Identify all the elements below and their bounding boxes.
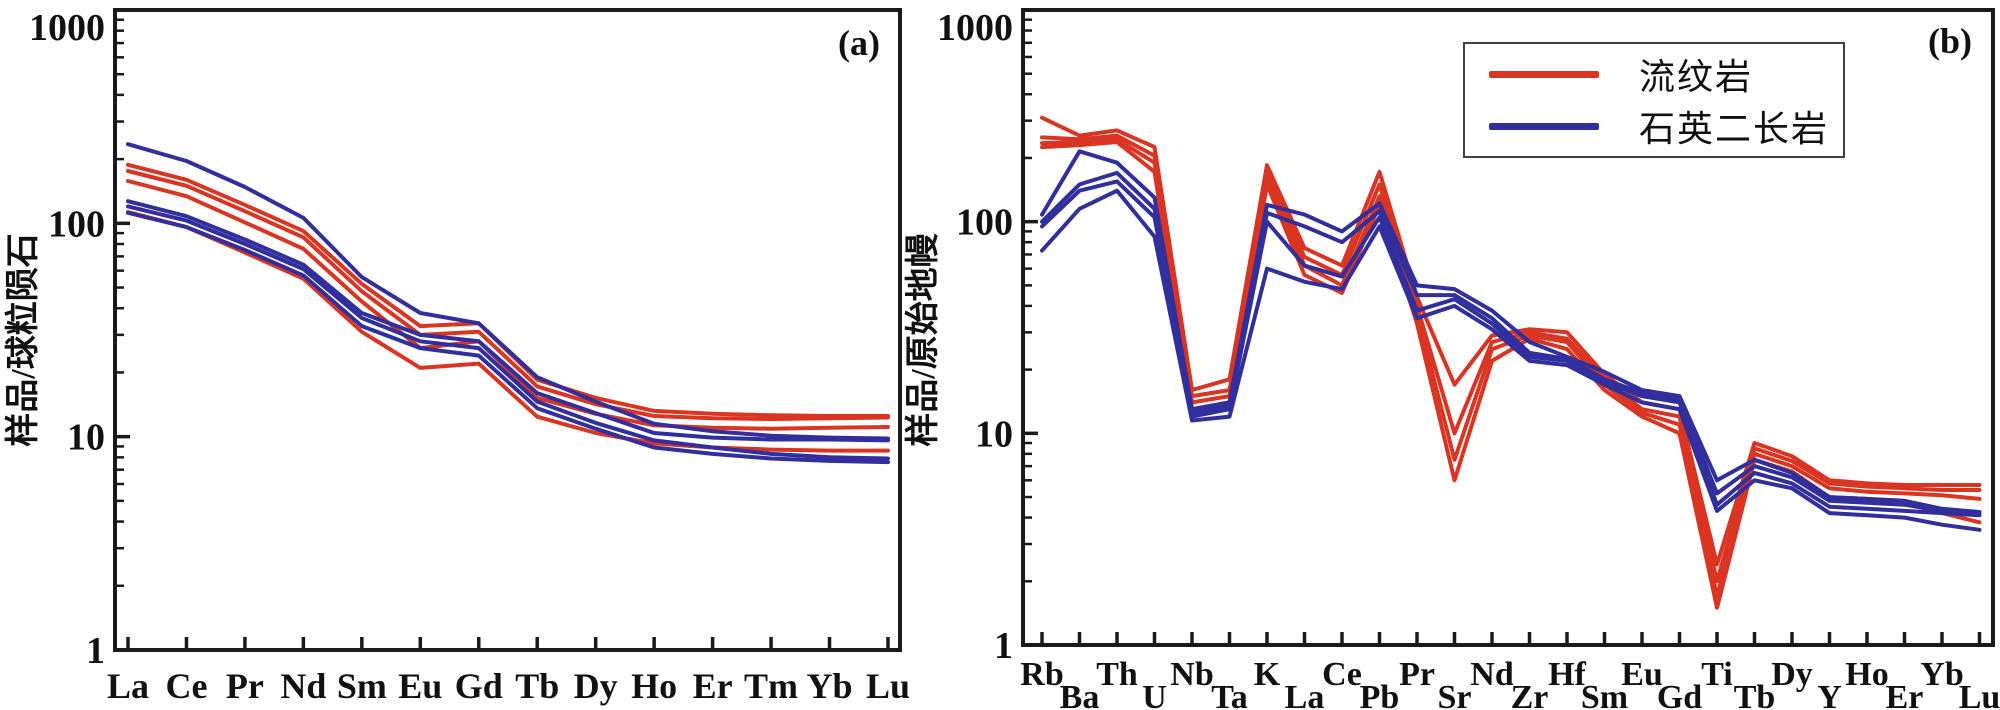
panel-b-xtick-Yb: Yb xyxy=(1920,656,1963,693)
panel-b-xtick-Ce: Ce xyxy=(1322,656,1362,693)
panel-a-xtick-Tb: Tb xyxy=(515,666,559,706)
legend: 流纹岩 石英二长岩 xyxy=(1463,42,1845,158)
panel-b-xtick-Er: Er xyxy=(1886,679,1924,710)
panel-a-ytick-label: 1000 xyxy=(29,7,105,49)
panel-a-xtick-Lu: Lu xyxy=(866,666,910,706)
panel-a-xtick-Gd: Gd xyxy=(455,666,503,706)
panel-b-xtick-Rb: Rb xyxy=(1020,656,1063,693)
legend-label-quartz-monzonite: 石英二长岩 xyxy=(1639,109,1830,149)
panel-a: 1 10 100 1000 La Ce Pr Nd Sm Eu Gd Tb Dy Ho Er Tm Yb Lu xyxy=(29,7,910,706)
panel-b-xtick-Nd: Nd xyxy=(1470,656,1514,693)
panel-b-xtick-Th: Th xyxy=(1096,656,1138,693)
panel-b-axes: 1 10 100 1000 RbBaThUNbTaKLaCePbPrSrNdZrHfSm… xyxy=(937,7,2000,710)
series-quartz-monzonite xyxy=(1040,149,1982,514)
panel-a-ytick-label: 1 xyxy=(86,630,105,672)
panel-b-xtick-U: U xyxy=(1142,679,1167,710)
panel-b-xtick-Pb: Pb xyxy=(1360,679,1400,710)
panel-b-xtick-Ho: Ho xyxy=(1845,656,1888,693)
panel-b-xtick-Dy: Dy xyxy=(1771,656,1813,693)
panel-b-xtick-Ta: Ta xyxy=(1211,679,1248,710)
series-quartz-monzonite xyxy=(1040,170,1982,517)
panel-b-ytick-label: 100 xyxy=(956,202,1013,244)
legend-line-quartz-monzonite xyxy=(1489,122,1599,130)
series-rhyolite xyxy=(126,169,890,421)
panel-b-xtick-Sm: Sm xyxy=(1581,679,1628,710)
panel-b-xtick-Y: Y xyxy=(1817,679,1842,710)
panel-b-xtick-K: K xyxy=(1254,656,1281,693)
panel-b-xtick-Zr: Zr xyxy=(1511,679,1549,710)
panel-a-xtick-Ho: Ho xyxy=(631,666,677,706)
panel-b-xtick-Gd: Gd xyxy=(1657,679,1702,710)
series-rhyolite xyxy=(126,162,890,418)
panel-b-series xyxy=(1040,115,1982,610)
panel-a-xtick-La: La xyxy=(107,666,149,706)
series-quartz-monzonite xyxy=(126,210,890,465)
panel-a-xtick-Er: Er xyxy=(693,666,733,706)
panel-b-xtick-Ti: Ti xyxy=(1701,656,1733,693)
series-quartz-monzonite xyxy=(126,142,890,441)
panel-a-xtick-Dy: Dy xyxy=(574,666,618,706)
panel-a-frame xyxy=(113,8,902,652)
panel-b: 1 10 100 1000 RbBaThUNbTaKLaCePbPrSrNdZrHfSm… xyxy=(937,7,2000,710)
panel-a-xtick-Yb: Yb xyxy=(807,666,853,706)
panel-b-xtick-Nb: Nb xyxy=(1170,656,1213,693)
panel-b-ytick-label: 1 xyxy=(994,625,1013,667)
panel-b-xtick-Hf: Hf xyxy=(1548,656,1586,693)
panel-a-xtick-Ce: Ce xyxy=(165,666,207,706)
panel-b-frame xyxy=(1021,8,1995,647)
panel-a-xtick-Sm: Sm xyxy=(337,666,387,706)
panel-a-ytick-label: 100 xyxy=(48,203,105,245)
legend-line-rhyolite xyxy=(1489,70,1599,78)
series-quartz-monzonite xyxy=(126,204,890,461)
panel-b-xtick-Ba: Ba xyxy=(1060,679,1100,710)
panel-b-xtick-Eu: Eu xyxy=(1621,656,1663,693)
y-axis-title-primitive-mantle: 样品/原始地幔 xyxy=(905,233,942,447)
legend-row-quartz-monzonite: 石英二长岩 xyxy=(1465,100,1843,152)
panel-b-ytick-label: 10 xyxy=(975,413,1013,455)
panel-b-xtick-Lu: Lu xyxy=(1959,679,2000,710)
panel-a-xtick-Eu: Eu xyxy=(398,666,442,706)
panel-a-xtick-Tm: Tm xyxy=(744,666,798,706)
panel-label-a: (a) xyxy=(838,23,880,63)
series-quartz-monzonite xyxy=(1040,179,1982,518)
panel-b-xtick-Pr: Pr xyxy=(1399,656,1435,693)
legend-row-rhyolite: 流纹岩 xyxy=(1465,48,1843,100)
series-quartz-monzonite xyxy=(1040,188,1982,532)
panel-a-series xyxy=(126,142,890,465)
panel-a-xtick-Pr: Pr xyxy=(226,666,264,706)
panel-a-ytick-label: 10 xyxy=(67,417,105,459)
panel-b-ytick-label: 1000 xyxy=(937,7,1013,49)
legend-label-rhyolite: 流纹岩 xyxy=(1639,57,1754,97)
panel-label-b: (b) xyxy=(1928,21,1972,61)
y-axis-title-chondrite: 样品/球粒陨石 xyxy=(5,233,42,447)
panel-a-xtick-Nd: Nd xyxy=(280,666,326,706)
panel-b-xtick-La: La xyxy=(1285,679,1325,710)
panel-b-xtick-Sr: Sr xyxy=(1438,679,1472,710)
panel-a-axes: 1 10 100 1000 La Ce Pr Nd Sm Eu Gd Tb Dy Ho Er Tm Yb Lu xyxy=(29,7,910,706)
series-rhyolite xyxy=(1040,115,1982,567)
series-rhyolite xyxy=(126,210,890,453)
panel-b-xtick-Tb: Tb xyxy=(1734,679,1776,710)
series-quartz-monzonite xyxy=(126,199,890,443)
